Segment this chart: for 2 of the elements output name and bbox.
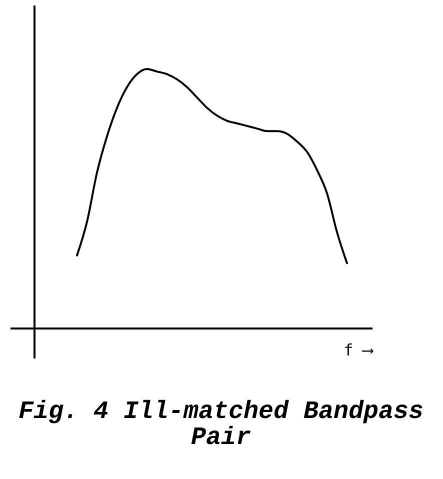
text: Fig. 4 Ill-matched Bandpass Pair <box>18 397 424 452</box>
x-axis-title: f ⟶ <box>344 340 374 360</box>
